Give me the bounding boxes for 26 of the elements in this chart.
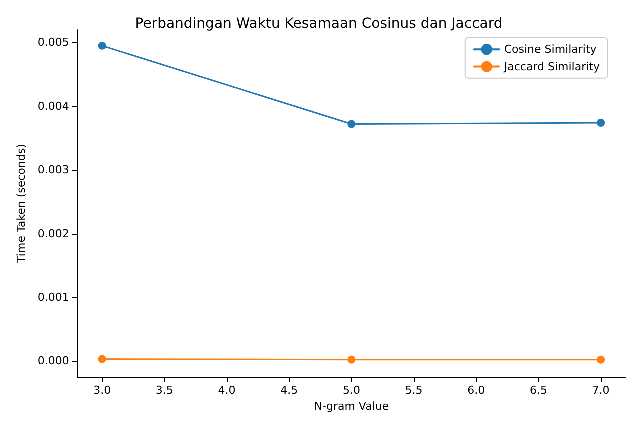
- chart-title: Perbandingan Waktu Kesamaan Cosinus dan Jaccard: [135, 16, 503, 32]
- point: [98, 355, 106, 364]
- x-axis-title: N-gram Value: [314, 400, 390, 413]
- x-tick-label: 4.5: [280, 384, 298, 398]
- legend-label: Jaccard Similarity: [503, 60, 600, 74]
- y-tick-label: 0.004: [38, 100, 70, 113]
- legend-label: Cosine Similarity: [504, 43, 598, 56]
- x-tick-label: 5.0: [342, 384, 360, 398]
- y-tick-label: 0.000: [38, 354, 70, 368]
- y-tick-label: 0.003: [38, 164, 70, 177]
- x-tick-label: 7.0: [592, 384, 610, 398]
- point: [348, 120, 356, 128]
- x-tick-label: 3.5: [156, 384, 174, 398]
- y-tick-label: 0.001: [38, 290, 70, 304]
- point: [597, 356, 606, 364]
- x-tick-label: 5.5: [405, 384, 423, 398]
- y-axis-title: Time Taken (seconds): [15, 144, 28, 264]
- y-tick-label: 0.005: [38, 36, 70, 50]
- x-tick-label: 3.0: [94, 384, 112, 398]
- point: [98, 42, 106, 50]
- x-tick-label: 6.5: [530, 384, 548, 398]
- x-tick-label: 6.0: [468, 384, 486, 398]
- x-tick-label: 4.0: [218, 384, 236, 398]
- point: [348, 356, 356, 364]
- y-tick-label: 0.002: [38, 227, 70, 240]
- point: [597, 118, 606, 127]
